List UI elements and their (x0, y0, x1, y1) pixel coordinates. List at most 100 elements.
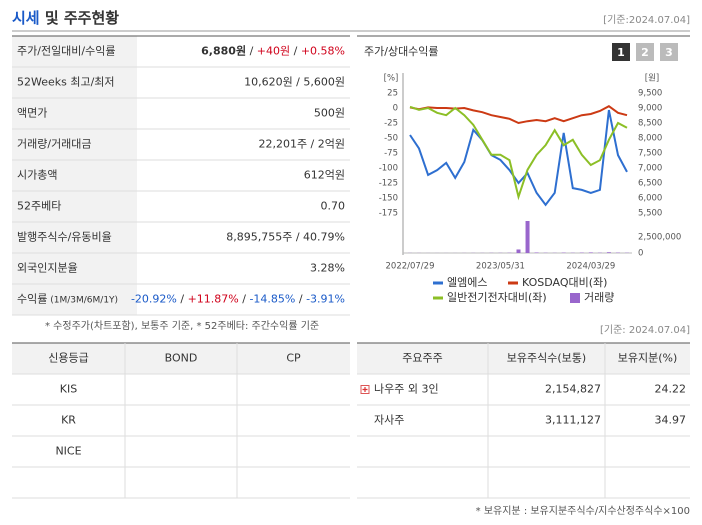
chart-button[interactable] (612, 43, 630, 61)
value-part: -20.92% (131, 293, 177, 306)
y-tick-label: -100 (379, 164, 398, 174)
chart-button-label: 2 (641, 46, 649, 59)
value-part: 500원 (314, 107, 345, 120)
volume-bar (606, 252, 611, 253)
row-label: 액면가 (17, 107, 47, 120)
chart-button[interactable] (660, 43, 678, 61)
table-header: 보유지분(%) (618, 352, 678, 365)
price-note: * 수정주가(차트포함), 보통주 기준, * 52주베타: 주간수익률 기준 (45, 320, 319, 332)
row-value: 8,895,755주 / 40.79% (226, 231, 345, 244)
series-line (409, 105, 628, 201)
series-line (409, 109, 628, 207)
legend-label: 거래량 (584, 291, 614, 304)
value-part: 8,895,755주 / 40.79% (226, 231, 345, 244)
value-part: +11.87% (188, 293, 239, 306)
value-part: 6,880원 (201, 44, 246, 58)
y-unit: [%] (384, 74, 399, 84)
label-text: 거래량/거래대금 (17, 138, 92, 151)
chart-title: 주가/상대수익률 (364, 45, 439, 58)
value-part: -14.85% (249, 293, 295, 306)
row-label: 거래량/거래대금 (17, 138, 92, 151)
value-part: +0.58% (301, 45, 345, 58)
row-value: 500원 (314, 107, 345, 120)
legend-label: 엘엠에스 (447, 276, 487, 289)
y-tick-label: -125 (379, 179, 398, 189)
row-value: 3.28% (310, 262, 345, 275)
y2-unit: [원] (645, 74, 659, 84)
row-value: 22,201주 / 2억원 (258, 138, 345, 151)
y2-tick-label: 6,500 (638, 179, 662, 189)
row-label: 52주베타 (17, 200, 61, 213)
value-part: 0.70 (321, 200, 346, 213)
label-text: 52주베타 (17, 200, 61, 213)
row-label: 수익률 (1M/3M/6M/1Y) (17, 293, 118, 306)
y-tick-label: -175 (379, 209, 398, 219)
row-value: 0.70 (321, 200, 346, 213)
y2-tick-label: 7,500 (638, 149, 662, 159)
row-value: 6,880원 / +40원 / +0.58% (201, 44, 345, 58)
value-part: / (295, 293, 306, 306)
legend-label: 일반전기전자대비(좌) (447, 290, 547, 304)
date: [기준:2024.07.04] (603, 14, 690, 26)
title-highlight: 시세 (12, 9, 40, 27)
holder-date: [기준: 2024.07.04] (600, 324, 690, 336)
table-cell: NICE (55, 445, 81, 458)
label-text: 시가총액 (17, 169, 57, 182)
y2-tick-label: 9,000 (638, 104, 662, 114)
table-cell: 자사주 (374, 414, 404, 427)
label-text: 발행주식수/유동비율 (17, 231, 112, 244)
table-cell: 3,111,127 (545, 414, 601, 427)
y2-tick-label: 7,000 (638, 164, 662, 174)
chart-button[interactable] (636, 43, 654, 61)
value-part: 22,201주 / 2억원 (258, 138, 345, 151)
chart-button-label: 3 (665, 46, 673, 59)
value-part: / (239, 293, 250, 306)
volume-bar (525, 221, 530, 253)
table-header: 신용등급 (48, 352, 88, 365)
holder-note: * 보유지분 : 보유지분주식수/지수산정주식수×100 (476, 505, 690, 517)
y-tick-label: -150 (379, 194, 398, 204)
row-label: 외국인지분율 (17, 262, 78, 275)
row-label: 발행주식수/유동비율 (17, 231, 112, 244)
series-line (409, 105, 628, 125)
label-text: 액면가 (17, 107, 47, 120)
table-header: BOND (165, 352, 198, 365)
x-tick-label: 2024/03/29 (566, 262, 615, 272)
value-part: / (290, 45, 301, 58)
y2-tick-label: 6,000 (638, 194, 662, 204)
value-part: / (177, 293, 188, 306)
row-value: 10,620원 / 5,600원 (244, 76, 345, 89)
chart-button-label: 1 (617, 46, 625, 59)
label-column (12, 36, 137, 315)
table-header: CP (286, 352, 301, 365)
value-part: +40원 (257, 45, 290, 58)
label-text: 주가/전일대비/수익률 (17, 44, 116, 58)
label-sub: (1M/3M/6M/1Y) (47, 295, 118, 305)
value-part: 612억원 (304, 169, 345, 182)
value-part: 10,620원 / 5,600원 (244, 76, 345, 89)
volume-tick-label: 0 (638, 249, 643, 259)
label-text: 52Weeks 최고/최저 (17, 76, 115, 89)
x-tick-label: 2023/05/31 (476, 262, 525, 272)
y-tick-label: -75 (384, 149, 398, 159)
table-header-bg (357, 343, 690, 374)
table-header: 보유주식수(보통) (507, 352, 586, 365)
y2-tick-label: 8,500 (638, 119, 662, 129)
x-tick-label: 2022/07/29 (386, 262, 435, 272)
y2-tick-label: 8,000 (638, 134, 662, 144)
label-text: 외국인지분율 (17, 262, 78, 275)
y-tick-label: 0 (393, 104, 398, 114)
value-part: -3.91% (306, 293, 345, 306)
y-tick-label: -25 (384, 119, 398, 129)
y2-tick-label: 5,500 (638, 209, 662, 219)
legend-label: KOSDAQ대비(좌) (522, 276, 607, 289)
legend-swatch (570, 293, 580, 303)
table-cell: KR (61, 414, 76, 427)
table-cell: 나우주 외 3인 (374, 383, 439, 396)
row-value: 612억원 (304, 169, 345, 182)
table-cell: 2,154,827 (545, 383, 601, 396)
y-tick-label: 25 (387, 89, 398, 99)
volume-tick-label: 2,500,000 (638, 233, 681, 243)
table-header: 주요주주 (402, 352, 442, 365)
volume-bar (588, 252, 593, 253)
